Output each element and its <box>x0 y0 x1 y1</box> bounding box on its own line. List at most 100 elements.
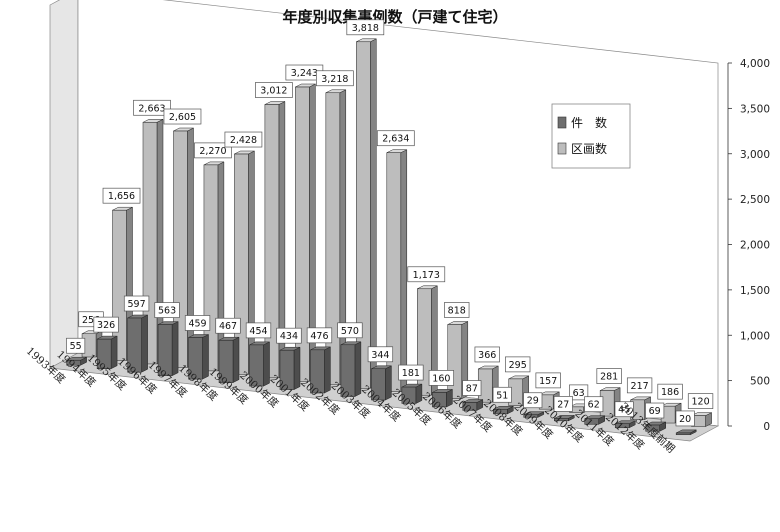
bar-count <box>584 415 605 425</box>
legend-label-count: 件 数 <box>571 115 607 130</box>
data-label-box <box>614 401 634 418</box>
data-label-box <box>102 187 141 204</box>
data-label-box <box>163 108 202 125</box>
data-label-box <box>626 377 653 394</box>
data-label-text: 295 <box>509 360 527 371</box>
data-label-lots: 281 <box>596 368 622 384</box>
data-label-count: 69 <box>645 402 665 419</box>
legend-swatch-count <box>557 116 567 129</box>
bar-front <box>66 359 81 366</box>
bar-front <box>432 392 447 408</box>
data-label-text: 2,663 <box>138 103 165 114</box>
data-label-lots: 3,243 <box>285 64 324 81</box>
data-label-text: 2,605 <box>169 112 196 123</box>
data-label-layer: 256 55 1,656 326 2,663 597 2,605 563 2,270 459 2,4… <box>66 19 714 427</box>
bar-side <box>339 89 347 386</box>
data-label-count: 181 <box>398 364 424 381</box>
data-label-text: 217 <box>631 381 649 392</box>
bar-side <box>248 150 255 375</box>
data-label-count: 326 <box>93 316 119 333</box>
data-label-count: 570 <box>337 322 363 339</box>
data-label-count: 55 <box>66 337 86 354</box>
bar-side <box>141 314 148 373</box>
y-tick-label: 2,500 <box>740 194 770 206</box>
bar-count <box>279 346 301 391</box>
data-label-text: 467 <box>219 321 237 332</box>
bar-front <box>645 424 660 432</box>
bar-front <box>188 337 203 380</box>
bar-count <box>249 341 270 387</box>
data-label-box <box>184 315 211 331</box>
bar-count <box>218 336 240 384</box>
bar-count <box>462 399 484 411</box>
data-label-text: 454 <box>249 326 267 337</box>
bar-lots <box>264 101 286 379</box>
data-label-box <box>428 370 455 386</box>
bar-side <box>400 149 408 393</box>
data-label-count: 62 <box>584 396 604 413</box>
data-label-text: 476 <box>310 331 328 342</box>
data-label-lots: 366 <box>474 346 500 363</box>
data-label-box <box>535 372 561 389</box>
data-label-count: 87 <box>462 380 482 396</box>
bar-lots <box>295 83 316 382</box>
bar-front <box>325 92 341 386</box>
data-label-box <box>215 317 241 334</box>
data-label-box <box>657 383 683 400</box>
bar-front <box>96 338 112 369</box>
bar-front <box>401 386 417 404</box>
legend: 件 数 区画数 <box>551 103 631 169</box>
bar-front <box>264 104 280 379</box>
data-label-text: 157 <box>539 376 557 387</box>
data-label-text: 63 <box>573 388 585 399</box>
legend-swatch-lots <box>557 142 567 155</box>
data-label-text: 3,012 <box>260 86 287 97</box>
data-label-lots: 3,818 <box>346 19 385 36</box>
data-label-text: 20 <box>679 414 691 425</box>
bar-front <box>310 349 325 394</box>
data-label-box <box>194 142 232 159</box>
data-label-box <box>569 384 589 401</box>
bar-count <box>675 429 697 436</box>
data-label-text: 69 <box>649 406 661 417</box>
data-label-text: 181 <box>402 368 420 379</box>
data-label-box <box>492 386 512 403</box>
data-label-box <box>462 380 482 396</box>
bar-lots <box>325 89 347 386</box>
data-label-box <box>346 19 385 36</box>
bar-front <box>462 402 478 411</box>
bar-front <box>295 86 310 382</box>
y-tick-label: 3,500 <box>740 103 770 115</box>
bar-front <box>340 344 356 397</box>
bar-front <box>614 423 630 429</box>
data-label-text: 2,428 <box>230 135 257 146</box>
bar-front <box>249 344 264 387</box>
data-label-lots: 2,634 <box>376 130 415 147</box>
data-label-lots: 2,270 <box>194 142 232 159</box>
bar-count <box>523 411 545 418</box>
bar-front <box>554 418 569 422</box>
data-label-text: 344 <box>371 350 389 361</box>
data-label-lots: 3,012 <box>255 82 293 98</box>
data-label-text: 120 <box>691 397 709 408</box>
bar-side <box>187 127 194 368</box>
bar-side <box>415 383 423 404</box>
data-label-box <box>224 131 263 148</box>
data-label-count: 344 <box>367 346 394 363</box>
bar-front <box>523 414 539 418</box>
bar-count <box>340 341 362 397</box>
bar-side <box>354 341 362 397</box>
data-label-lots: 818 <box>444 302 470 318</box>
data-label-text: 366 <box>478 350 496 361</box>
bar-side <box>370 38 377 389</box>
data-label-box <box>123 295 150 312</box>
data-label-count: 27 <box>553 396 573 412</box>
data-label-box <box>154 302 180 318</box>
data-label-count: 29 <box>523 392 543 409</box>
data-label-box <box>675 410 695 427</box>
bar-count <box>188 334 209 380</box>
data-label-box <box>133 99 171 116</box>
data-label-box <box>93 316 119 333</box>
data-label-lots: 1,173 <box>407 266 446 283</box>
data-label-text: 55 <box>70 341 82 352</box>
